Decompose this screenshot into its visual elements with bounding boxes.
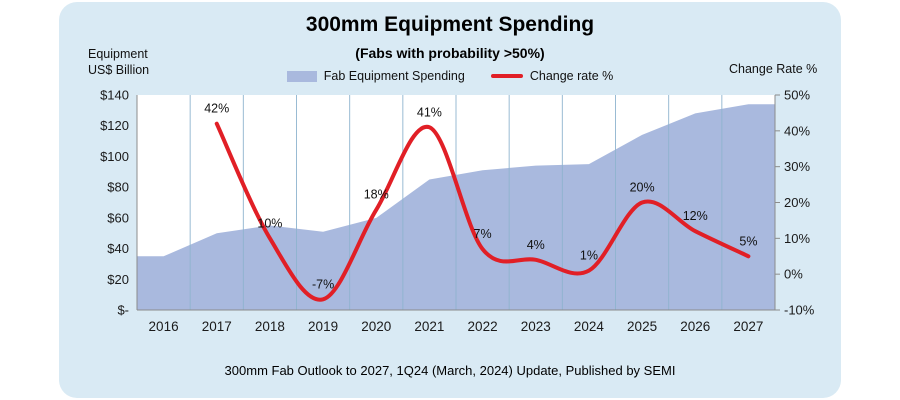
data-label: 42% [204,102,229,116]
x-axis-label: 2021 [414,319,444,334]
data-label: 1% [580,249,598,263]
chart-subtitle: (Fabs with probability >50%) [355,45,545,61]
source-footer: 300mm Fab Outlook to 2027, 1Q24 (March, … [224,363,676,378]
left-tick-label: $40 [107,241,129,256]
x-axis-label: 2027 [733,319,763,334]
change-rate-line [214,121,751,302]
data-label: 12% [683,209,708,223]
legend-change-rate-label: Change rate % [529,69,614,83]
x-axis-label: 2022 [468,319,498,334]
right-tick-label: 40% [784,123,810,138]
data-label: 41% [417,105,442,119]
right-tick-label: 50% [784,88,810,103]
area-swatch-icon [286,70,317,82]
data-label: 5% [739,234,757,248]
x-axis-label: 2018 [255,319,285,334]
data-label: 18% [364,188,389,202]
legend-item-change-rate: Change rate % [490,69,614,83]
data-label: -7% [312,277,334,291]
left-tick-label: $60 [107,210,129,225]
left-tick-label: $- [117,303,129,318]
left-tick-label: $80 [107,180,129,195]
right-tick-label: 20% [784,195,810,210]
right-tick-label: 30% [784,159,810,174]
right-axis-title: Change Rate % [729,62,818,76]
x-axis-label: 2026 [680,319,710,334]
left-tick-label: $140 [100,88,129,103]
left-tick-label: $20 [107,272,129,287]
chart-title: 300mm Equipment Spending [305,13,595,36]
x-axis-label: 2025 [627,319,657,334]
x-axis-label: 2017 [202,319,232,334]
left-axis-title-line1: Equipment [88,47,148,61]
left-tick-label: $100 [100,149,129,164]
x-axis-label: 2023 [521,319,551,334]
right-tick-label: 10% [784,231,810,246]
right-tick-label: 0% [784,267,803,282]
legend-item-spending: Fab Equipment Spending [286,69,465,83]
x-axis-label: 2019 [308,319,338,334]
x-axis-label: 2016 [149,319,179,334]
data-label: 20% [630,181,655,195]
data-label: 10% [257,216,282,230]
data-label: 7% [474,227,492,241]
left-axis-title-line2: US$ Billion [88,63,150,77]
line-swatch-icon [490,74,523,78]
left-axis-title: Equipment US$ Billion [88,46,149,78]
data-label: 4% [527,238,545,252]
x-axis-label: 2024 [574,319,605,334]
x-axis-label: 2020 [361,319,391,334]
legend-spending-label: Fab Equipment Spending [323,69,465,83]
right-tick-label: -10% [784,303,815,318]
chart-legend: Fab Equipment Spending Change rate % [60,69,840,83]
left-tick-label: $120 [100,118,129,133]
